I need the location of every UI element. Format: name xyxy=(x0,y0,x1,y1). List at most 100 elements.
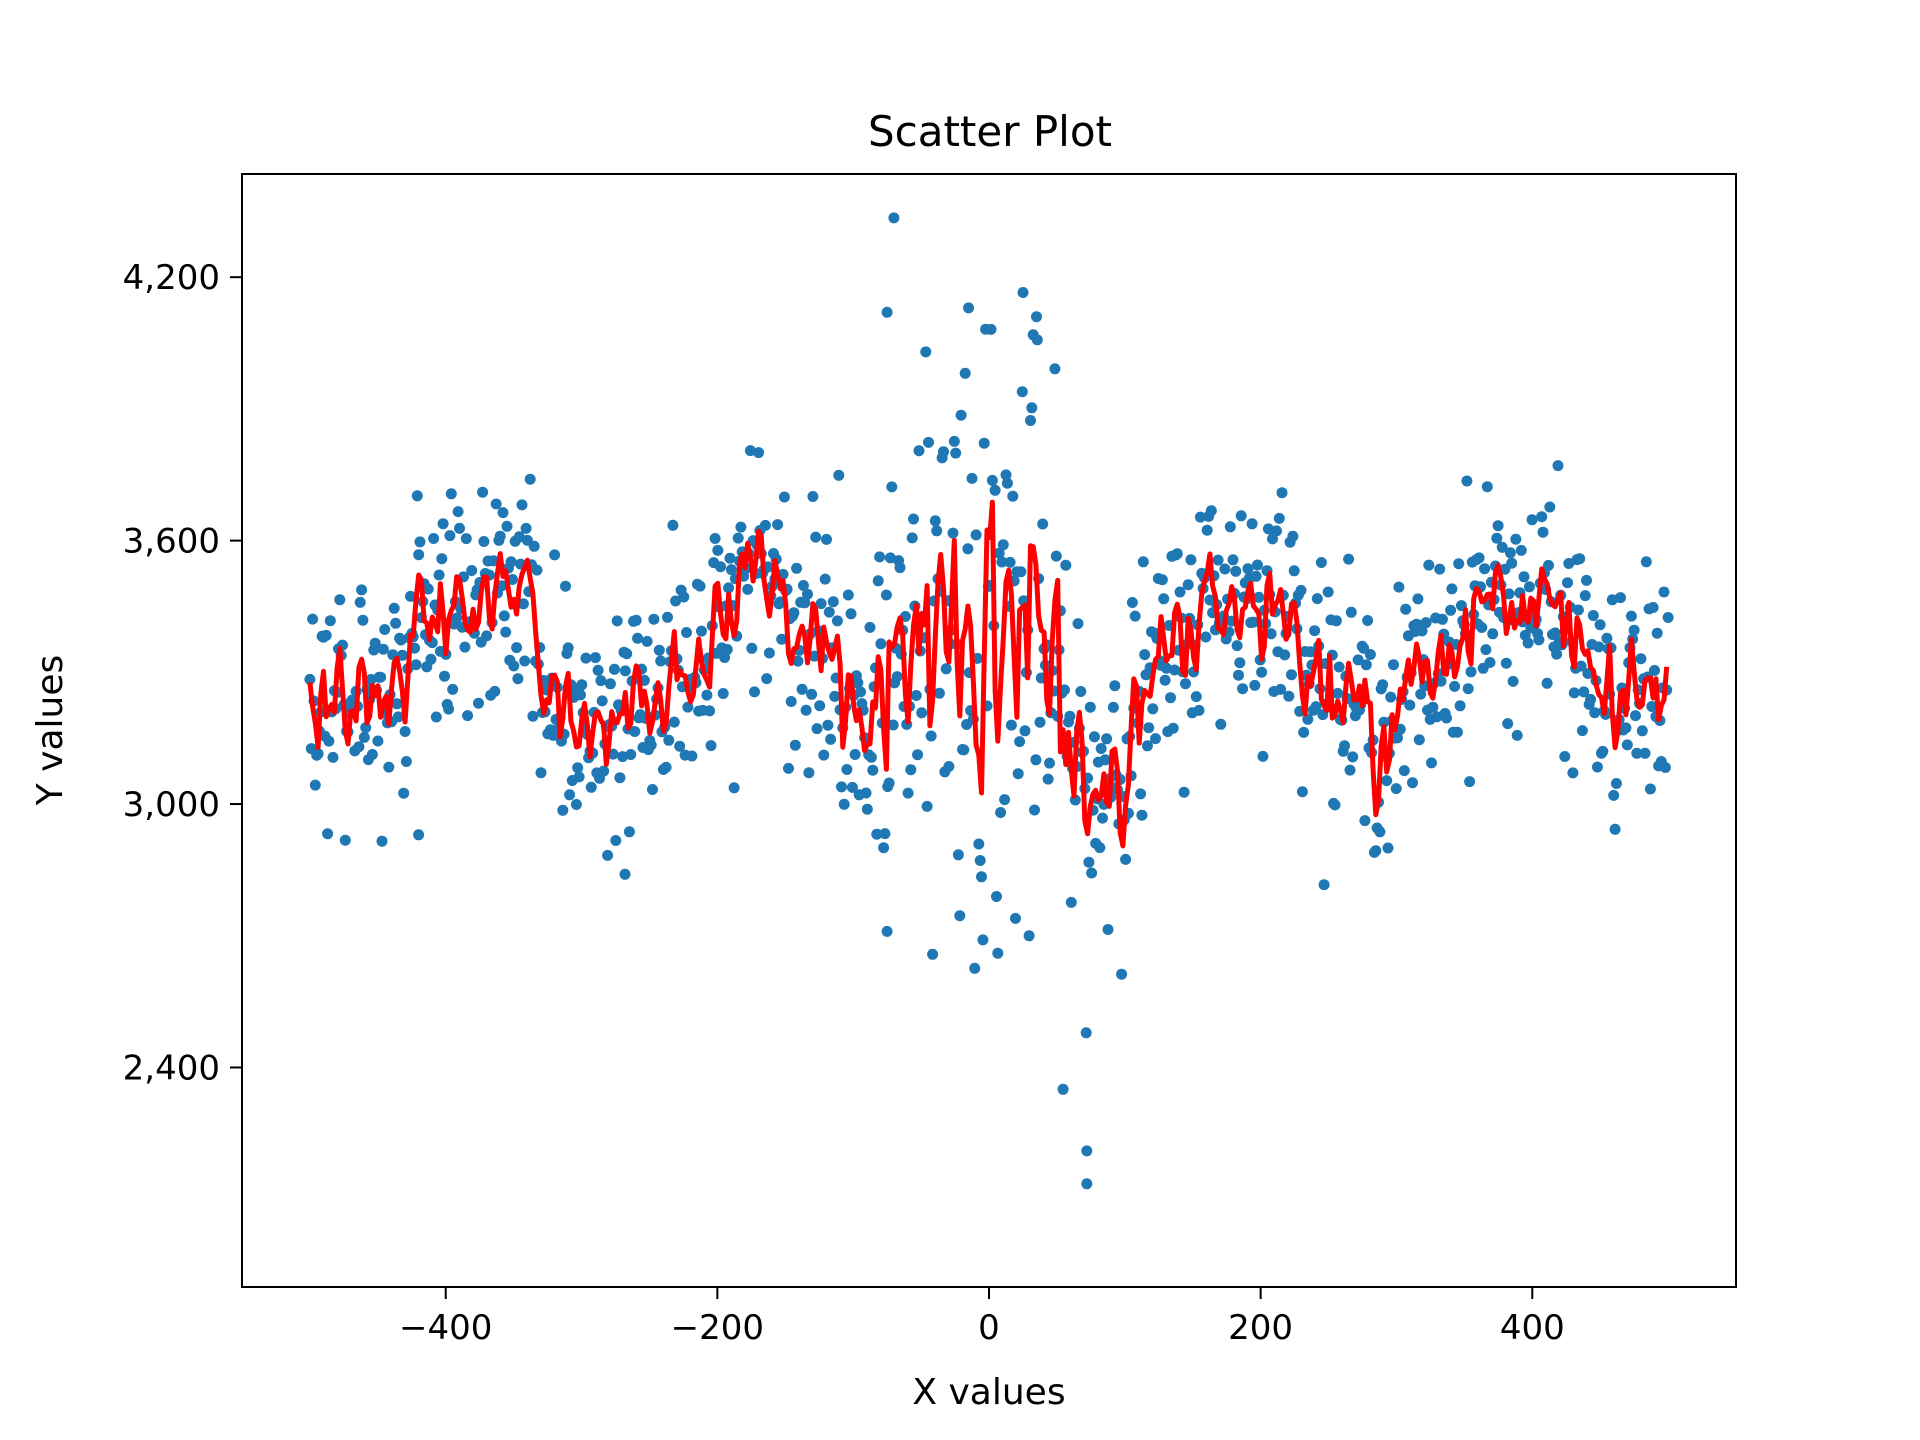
scatter-point xyxy=(846,781,858,793)
chart-title: Scatter Plot xyxy=(868,107,1112,156)
scatter-point xyxy=(557,804,569,816)
scatter-point xyxy=(815,598,827,610)
scatter-point xyxy=(1382,842,1394,854)
scatter-point xyxy=(360,722,372,734)
scatter-point xyxy=(1585,693,1597,705)
scatter-point xyxy=(1310,701,1322,713)
scatter-point xyxy=(1031,311,1042,323)
scatter-point xyxy=(1575,660,1587,672)
scatter-point xyxy=(392,711,404,723)
scatter-point xyxy=(1227,554,1239,566)
scatter-point xyxy=(969,962,981,974)
scatter-point xyxy=(1544,501,1556,513)
scatter-point xyxy=(339,834,351,846)
scatter-point xyxy=(931,525,943,537)
scatter-point xyxy=(785,696,797,707)
scatter-point xyxy=(845,608,857,620)
scatter-point xyxy=(997,539,1009,551)
scatter-point xyxy=(1230,565,1242,577)
scatter-point xyxy=(1436,613,1448,625)
scatter-point xyxy=(1370,845,1382,857)
scatter-point xyxy=(400,756,412,767)
x-tick-label: 400 xyxy=(1500,1308,1565,1348)
scatter-point xyxy=(749,686,760,698)
scatter-point xyxy=(1194,511,1206,523)
scatter-point xyxy=(1522,637,1534,649)
scatter-point xyxy=(1302,713,1314,725)
scatter-point xyxy=(377,643,389,655)
scatter-point xyxy=(976,871,987,883)
scatter-point xyxy=(797,580,809,591)
scatter-point xyxy=(1332,687,1344,699)
scatter-point xyxy=(1252,559,1263,571)
scatter-point xyxy=(454,522,465,534)
scatter-point xyxy=(674,740,686,752)
scatter-point xyxy=(705,740,717,752)
scatter-point xyxy=(1095,743,1107,754)
scatter-point xyxy=(1574,553,1586,565)
scatter-point xyxy=(647,784,658,795)
scatter-point xyxy=(1541,677,1553,689)
scatter-point xyxy=(725,564,737,576)
scatter-point xyxy=(1359,815,1371,827)
scatter-point xyxy=(356,584,368,596)
scatter-point xyxy=(875,638,887,650)
scatter-point xyxy=(1231,640,1243,652)
x-axis-label: X values xyxy=(912,1372,1065,1413)
scatter-point xyxy=(592,664,604,676)
scatter-point xyxy=(1423,559,1435,571)
scatter-point xyxy=(497,507,509,519)
scatter-point xyxy=(535,767,547,779)
scatter-point xyxy=(855,686,866,698)
scatter-point xyxy=(985,323,997,335)
scatter-point xyxy=(1639,747,1651,759)
scatter-point xyxy=(376,835,388,847)
scatter-point xyxy=(487,555,499,567)
scatter-point xyxy=(943,761,955,772)
scatter-point xyxy=(1511,729,1523,741)
scatter-point xyxy=(1256,666,1268,678)
scatter-point xyxy=(1374,826,1386,838)
scatter-point xyxy=(1007,490,1019,502)
scatter-point xyxy=(1500,657,1512,669)
scatter-point xyxy=(818,749,830,761)
scatter-point xyxy=(323,735,335,747)
scatter-point xyxy=(887,719,899,731)
scatter-point xyxy=(799,597,811,609)
scatter-point xyxy=(1000,469,1012,481)
scatter-point xyxy=(1625,610,1637,622)
x-tick-label: −200 xyxy=(671,1308,764,1348)
scatter-point xyxy=(1518,571,1530,583)
scatter-point xyxy=(1049,363,1061,375)
scatter-point xyxy=(1591,761,1603,773)
scatter-point xyxy=(686,750,698,762)
scatter-point xyxy=(1219,563,1231,575)
scatter-point xyxy=(1413,734,1425,746)
scatter-point xyxy=(807,491,819,502)
scatter-point xyxy=(1120,853,1132,865)
scatter-point xyxy=(614,772,626,784)
scatter-point xyxy=(1174,586,1186,598)
scatter-point xyxy=(1296,786,1308,798)
scatter-point xyxy=(1659,762,1671,773)
scatter-point xyxy=(1416,625,1428,637)
scatter-point xyxy=(717,688,729,699)
scatter-point xyxy=(888,212,900,224)
scatter-point xyxy=(312,748,324,760)
scatter-point xyxy=(477,486,489,498)
scatter-point xyxy=(776,633,788,645)
scatter-point xyxy=(883,777,895,789)
scatter-point xyxy=(334,594,346,606)
scatter-point xyxy=(645,739,657,751)
scatter-point xyxy=(792,655,804,667)
scatter-point xyxy=(327,751,339,763)
scatter-point xyxy=(1315,557,1327,568)
scatter-point xyxy=(1446,583,1458,595)
scatter-point xyxy=(478,536,490,547)
scatter-point xyxy=(1178,786,1190,798)
scatter-point xyxy=(413,829,425,841)
scatter-point xyxy=(881,306,893,318)
scatter-point xyxy=(1287,530,1299,542)
scatter-point xyxy=(623,826,635,838)
scatter-point xyxy=(1385,691,1397,703)
